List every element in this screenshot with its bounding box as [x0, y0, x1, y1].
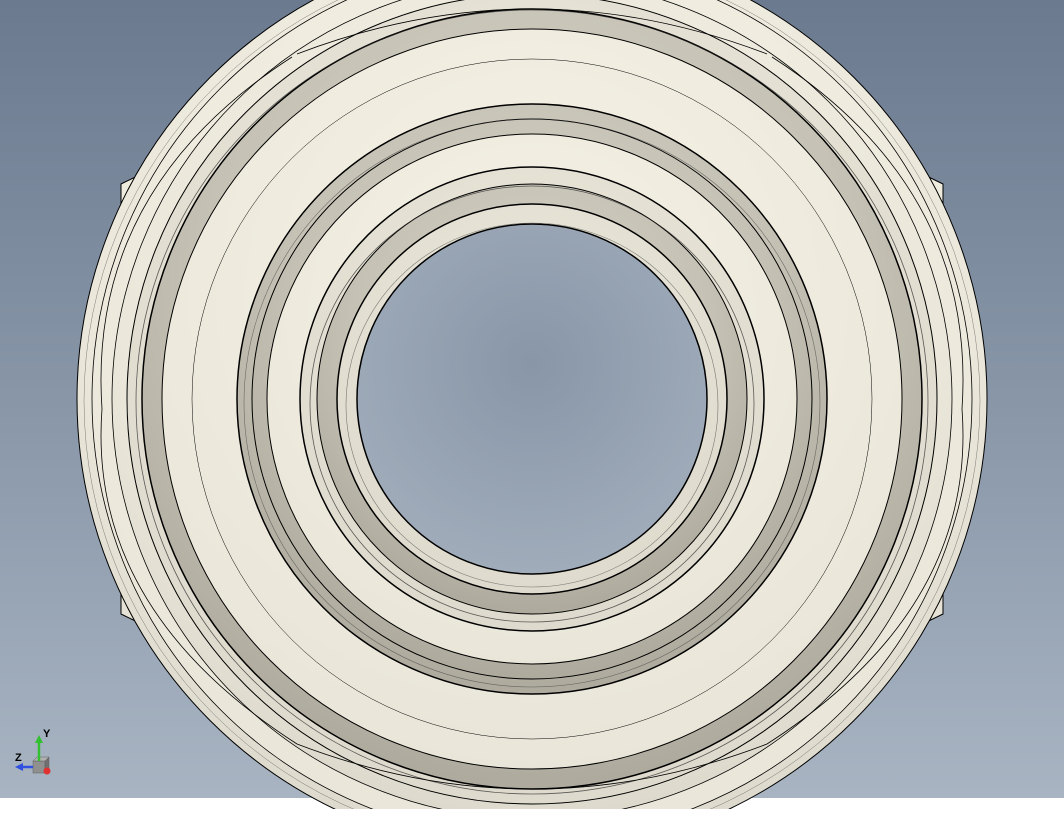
y-axis-label: Y [43, 728, 51, 740]
y-axis-arrow [35, 735, 43, 743]
model-container[interactable] [57, 0, 1007, 809]
center-hole [357, 224, 707, 574]
z-axis-label: Z [15, 752, 22, 764]
axis-indicator[interactable]: Y Z [15, 723, 75, 783]
z-axis-arrow [15, 763, 23, 771]
hexagonal-nut-model[interactable] [57, 0, 1007, 809]
x-axis-dot [44, 768, 51, 775]
cad-viewport[interactable]: Y Z [0, 0, 1064, 798]
